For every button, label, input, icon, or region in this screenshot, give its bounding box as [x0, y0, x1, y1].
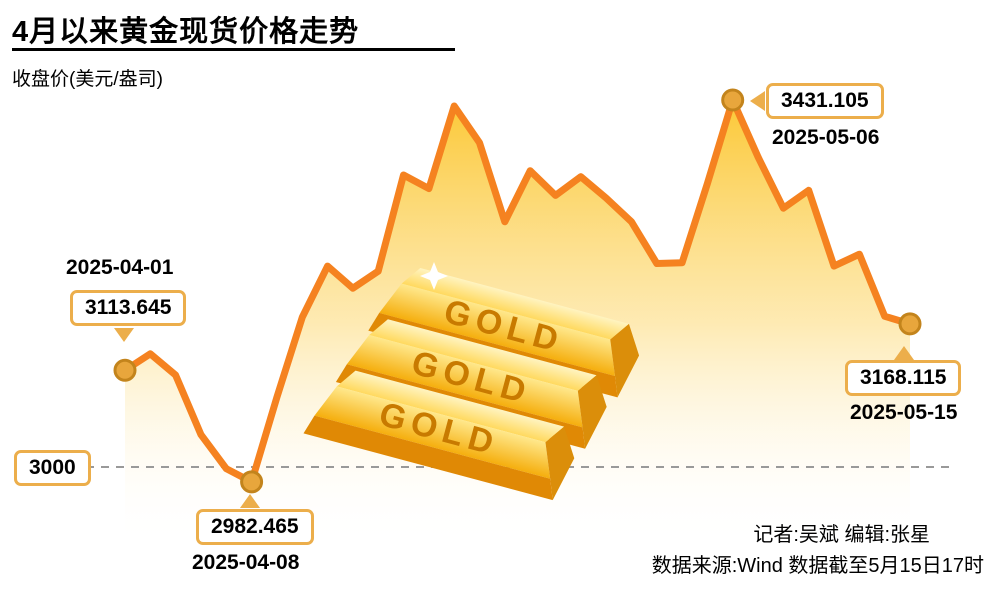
page-title: 4月以来黄金现货价格走势 — [12, 16, 360, 48]
data-point-marker — [113, 358, 137, 382]
annotation-pointer-down — [114, 328, 134, 342]
annotation-pointer-left — [750, 91, 765, 111]
annotation-date-2025-05-15: 2025-05-15 — [850, 401, 958, 424]
data-source-credit: 数据来源:Wind 数据截至5月15日17时 — [651, 555, 984, 577]
data-point-marker — [898, 312, 922, 336]
annotation-value-2025-04-08: 2982.465 — [196, 509, 314, 545]
annotation-value-2025-04-01: 3113.645 — [70, 290, 187, 326]
sparkle-icon — [420, 262, 448, 290]
annotation-date-2025-04-01: 2025-04-01 — [66, 256, 174, 279]
annotation-value-2025-05-06: 3431.105 — [766, 83, 884, 119]
title-underline — [12, 48, 455, 51]
data-point-marker — [721, 88, 745, 112]
annotation-pointer-up — [240, 494, 260, 508]
annotation-pointer-up — [894, 346, 914, 360]
annotation-value-2025-05-15: 3168.115 — [845, 360, 962, 396]
annotation-date-2025-04-08: 2025-04-08 — [192, 551, 300, 574]
price-line — [121, 96, 914, 486]
axis-unit-label: 收盘价(美元/盎司) — [12, 69, 163, 90]
data-point-marker — [240, 470, 264, 494]
annotation-date-2025-05-06: 2025-05-06 — [772, 126, 880, 149]
reporter-editor-credit: 记者:吴斌 编辑:张星 — [753, 524, 930, 546]
reference-line-label: 3000 — [14, 450, 91, 486]
gold-bar: GOLD — [303, 361, 582, 503]
